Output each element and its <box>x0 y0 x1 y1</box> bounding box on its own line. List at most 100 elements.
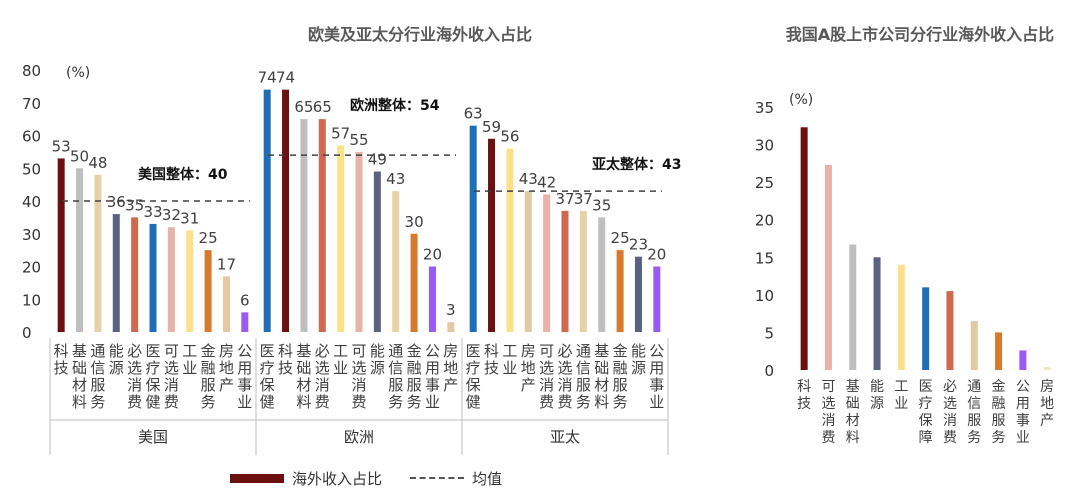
category-label: 科技 <box>797 379 811 412</box>
category-label: 房地产 <box>1040 379 1054 429</box>
bar-value-label: 56 <box>500 128 519 146</box>
bar <box>300 119 308 332</box>
category-label: 必选消费 <box>557 342 572 411</box>
group-label: 美国 <box>138 428 168 446</box>
bar <box>355 151 363 332</box>
category-label: 金融服务 <box>407 342 422 411</box>
category-label: 房地产 <box>443 342 458 394</box>
bar-value-label: 50 <box>70 147 89 165</box>
bar <box>131 217 139 332</box>
category-label: 科技 <box>484 342 499 377</box>
category-label: 房地产 <box>219 342 234 394</box>
category-label: 可选消费 <box>821 379 835 446</box>
bar-value-label: 55 <box>349 131 368 149</box>
bar <box>410 233 418 332</box>
bar <box>241 312 249 332</box>
bar-value-label: 57 <box>331 124 350 142</box>
category-label: 医疗保障 <box>919 379 933 446</box>
category-label: 医疗保健 <box>260 342 275 411</box>
category-label: 金融服务 <box>613 342 628 411</box>
y-tick-label: 35 <box>755 99 774 117</box>
group-label: 欧洲 <box>344 428 374 446</box>
bar <box>524 191 532 332</box>
bar <box>897 264 905 370</box>
bar-value-label: 43 <box>519 170 538 188</box>
bar <box>186 230 194 332</box>
bar-value-label: 65 <box>294 98 313 116</box>
bar-value-label: 65 <box>313 98 332 116</box>
bar-value-label: 31 <box>180 209 199 227</box>
y-unit-label: (%) <box>66 65 90 81</box>
bar <box>263 89 271 333</box>
category-label: 基础材料 <box>72 342 87 411</box>
y-tick-label: 60 <box>22 128 41 146</box>
category-label: 基础材料 <box>846 378 860 446</box>
y-tick-label: 5 <box>764 324 774 342</box>
chart-legend: 海外收入占比 均值 <box>230 466 502 490</box>
bar <box>1019 350 1027 370</box>
bar <box>995 332 1003 370</box>
bar <box>392 191 400 332</box>
category-label: 工业 <box>333 342 348 377</box>
bar <box>970 321 978 370</box>
y-tick-label: 70 <box>22 95 41 113</box>
category-label: 工业 <box>182 342 197 377</box>
bar <box>204 250 212 332</box>
bar <box>506 148 514 332</box>
bar-value-label: 35 <box>592 196 611 214</box>
y-tick-label: 20 <box>22 259 41 277</box>
category-label: 金融服务 <box>201 342 216 411</box>
category-label: 通信服务 <box>967 379 981 446</box>
bar <box>1043 366 1051 370</box>
bar <box>543 194 551 332</box>
legend-line-label: 均值 <box>472 469 503 488</box>
y-tick-label: 20 <box>755 212 774 230</box>
bar <box>922 287 930 370</box>
bar-value-label: 74 <box>276 69 295 87</box>
bar-value-label: 36 <box>107 193 126 211</box>
bar <box>76 168 84 332</box>
category-label: 公用事业 <box>649 342 664 411</box>
bar <box>561 210 569 332</box>
average-label: 欧洲整体：54 <box>350 97 440 114</box>
bar-value-label: 53 <box>52 137 71 155</box>
bar <box>946 291 954 370</box>
category-label: 公用事业 <box>425 342 440 411</box>
category-label: 房地产 <box>521 342 536 394</box>
y-tick-label: 10 <box>22 291 41 309</box>
category-label: 工业 <box>502 342 517 377</box>
category-label: 基础材料 <box>594 342 609 411</box>
category-label: 通信服务 <box>388 342 403 411</box>
bar-value-label: 6 <box>240 291 250 309</box>
bar-value-label: 25 <box>199 229 218 247</box>
legend-bar-swatch <box>230 473 284 483</box>
bar <box>112 214 120 332</box>
bar <box>318 119 326 332</box>
y-tick-label: 0 <box>764 362 774 380</box>
y-tick-label: 0 <box>22 324 32 342</box>
bar-value-label: 3 <box>446 301 456 319</box>
bar <box>149 223 157 332</box>
bar <box>824 164 832 370</box>
bar-value-label: 35 <box>125 196 144 214</box>
y-tick-label: 15 <box>755 249 774 267</box>
bar-value-label: 30 <box>405 213 424 231</box>
category-label: 通信服务 <box>576 342 591 411</box>
y-tick-label: 10 <box>755 287 774 305</box>
bar-value-label: 33 <box>143 203 162 221</box>
bar <box>167 227 175 332</box>
bar-value-label: 23 <box>629 236 648 254</box>
bar-value-label: 20 <box>423 246 442 264</box>
bar <box>598 217 606 332</box>
right-chart-title: 我国A股上市公司分行业海外收入占比 <box>785 25 1055 44</box>
y-tick-label: 25 <box>755 174 774 192</box>
y-tick-label: 40 <box>22 193 41 211</box>
bar-value-label: 37 <box>574 190 593 208</box>
y-tick-label: 30 <box>755 137 774 155</box>
category-label: 可选消费 <box>351 342 366 411</box>
y-unit-label: (%) <box>789 92 813 108</box>
bar <box>653 266 661 332</box>
bar-value-label: 17 <box>217 255 236 273</box>
right-bar-chart: 0 5 10 15 20 25 30 35 (%) 科技可选消费基础材料能源工业医疗保障必选消费通… <box>755 92 1054 446</box>
